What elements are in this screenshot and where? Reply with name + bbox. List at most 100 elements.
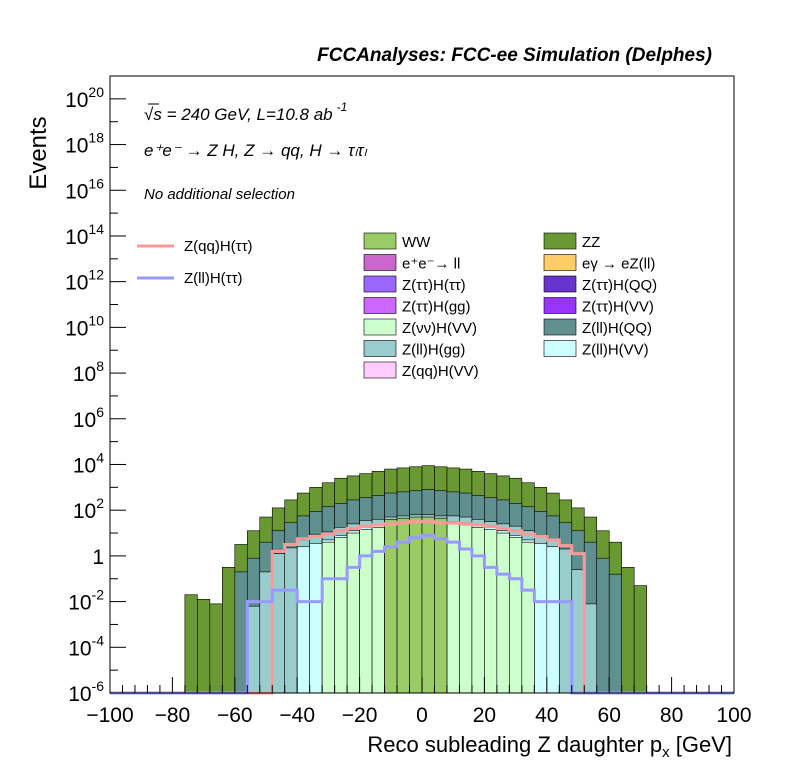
legend-swatch [363,361,397,379]
histogram-bar [534,543,548,694]
x-axis-label: Reco subleading Z daughter px [GeV] [367,732,732,761]
x-tick-label: 20 [473,704,496,727]
legend-swatch [363,297,397,314]
legend-fill-entry: e⁺e⁻→ ll [363,254,460,273]
histogram-bar [484,529,498,694]
histogram-bar [409,516,423,694]
x-tick-label: 0 [416,704,428,727]
histogram-bar [359,529,373,694]
chart-title: FCCAnalyses: FCC-ee Simulation (Delphes) [317,45,712,66]
process-annotation: e⁺e⁻ → Z H, Z → qq, H → τₗτₗ [144,141,368,160]
y-tick-label: 1010 [65,312,104,340]
histogram-bar [321,541,335,694]
y-tick-label: 108 [73,358,104,386]
histogram-bar [608,573,622,694]
histogram-bar [621,567,635,694]
y-tick-label: 1012 [65,267,104,295]
legend-label: eγ → eZ(ll) [582,256,655,273]
histogram-bar [446,523,460,694]
legend-fills: WW ZZ e⁺e⁻→ ll eγ → eZ(ll) Z(ττ)H(ττ) Z(ττ)H(… [363,232,657,380]
histogram-bar [334,537,348,694]
legend-fill-entry: Z(ττ)H(VV) [543,297,654,316]
legend-label: WW [402,234,431,251]
histogram-bar [521,541,535,694]
y-axis-ticks: 1020 1018 1016 1014 1012 1010 108 106 104 102 1 10-… [65,84,126,706]
y-tick-label: 1 [92,546,104,569]
legend-fill-entry: WW [363,232,431,251]
histogram-bar [434,517,448,694]
legend-fill-entry: Z(ll)H(VV) [543,340,649,359]
svg-text:√s = 240 GeV, L=10.8 ab-1: √s = 240 GeV, L=10.8 ab -1 [144,100,347,124]
legend-label: ZZ [582,234,600,251]
legend-line-entry: Z(ll)H(ττ) [137,270,243,287]
x-tick-label: 80 [660,704,683,727]
histogram-bar [346,532,360,694]
histogram-bar [234,571,248,694]
histogram-bar [509,537,523,694]
legend-fill-entry: Z(ll)H(gg) [363,340,465,359]
legend-label: Z(ττ)H(ττ) [402,277,466,294]
legend-fill-entry: ZZ [543,232,600,251]
histogram-bar [209,603,223,694]
legend-fill-entry: Z(ll)H(QQ) [543,318,652,337]
legend-label: Z(qq)H(VV) [402,363,479,380]
legend-line-label: Z(qq)H(ττ) [184,238,253,255]
histogram-bar [596,557,610,694]
legend-fill-entry: eγ → eZ(ll) [543,254,655,273]
legend-label: Z(ll)H(QQ) [582,320,652,337]
x-tick-label: −60 [217,704,253,727]
s-variable: s [153,105,162,124]
legend-swatch [363,340,397,357]
legend-swatch [543,297,577,314]
y-tick-label: 10-6 [68,678,104,706]
legend-lines: Z(qq)H(ττ) Z(ll)H(ττ) [137,238,253,287]
histogram-bar [246,605,261,694]
legend-swatch [543,318,577,336]
histogram-bar [583,603,598,694]
histogram-bar [496,532,510,694]
stack-WW [384,516,448,694]
x-tick-label: −40 [279,704,315,727]
legend-fill-entry: Z(qq)H(VV) [363,361,479,380]
stacked-histogram [184,465,647,694]
x-tick-label: 60 [598,704,621,727]
x-tick-label: −100 [86,704,133,727]
histogram-bar [633,585,647,694]
histogram-bar [309,543,323,694]
x-tick-label: 40 [535,704,558,727]
legend-fill-entry: Z(νν)H(VV) [363,318,477,337]
histogram-bar [184,594,198,694]
legend-swatch [363,275,397,293]
legend-fill-entry: Z(ττ)H(ττ) [363,275,466,294]
y-tick-label: 106 [73,404,104,432]
sqrt-symbol: √ [144,105,154,124]
legend-label: Z(ττ)H(VV) [582,299,654,316]
y-tick-label: 1018 [65,130,104,158]
histogram-bar [471,527,485,694]
legend-label: Z(ττ)H(QQ) [582,277,657,294]
legend-swatch [543,275,577,293]
y-tick-label: 1016 [65,175,104,203]
y-axis-label: Events [25,116,52,189]
x-tick-label: −80 [155,704,191,727]
y-tick-label: 10-2 [68,587,104,615]
y-tick-label: 1014 [65,221,104,249]
x-tick-label: 100 [716,704,751,727]
histogram-bar [558,548,573,694]
legend-fill-entry: Z(ττ)H(gg) [363,297,471,316]
legend-label: Z(ll)H(gg) [402,342,465,359]
legend-line-entry: Z(qq)H(ττ) [137,238,253,255]
y-tick-label: 102 [73,495,104,523]
legend-label: Z(ll)H(VV) [582,342,649,359]
histogram-bar [421,516,435,694]
y-tick-label: 10-4 [68,632,104,660]
y-tick-label: 104 [73,449,104,477]
histogram-bar [284,547,298,694]
legend-swatch [363,232,397,250]
histogram-bar [222,567,236,694]
legend-fill-entry: Z(ττ)H(QQ) [543,275,657,294]
histogram-bar [571,569,585,694]
legend-swatch [543,254,577,271]
legend-swatch [543,340,577,357]
